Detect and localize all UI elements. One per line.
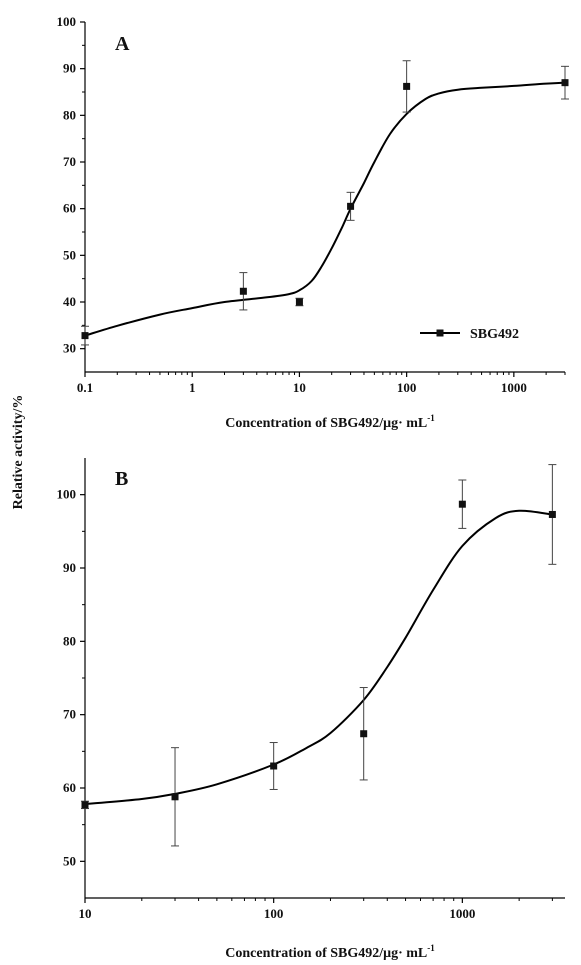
y-tick-label: 30 [63,341,76,356]
data-point [347,202,355,210]
y-tick-label: 90 [63,560,76,575]
x-tick-label: 1 [189,380,196,395]
y-tick-label: 60 [63,780,76,795]
y-tick-label: 50 [63,853,76,868]
data-point [561,79,569,87]
y-axis-label: Relative activity/% [11,395,26,510]
y-tick-label: 70 [63,154,76,169]
chart-panel-b: 50 60 70 80 90 100 10 100 1000 Concentration of S… [57,458,565,961]
x-tick-label: 100 [397,380,417,395]
data-point [548,510,556,518]
y-tick-label: 80 [63,107,76,122]
chart-panel-a: 30 40 50 60 70 80 90 100 0.1 1 10 100 1000 Concentrat… [57,14,569,431]
y-tick-label: 70 [63,707,76,722]
data-point [360,730,368,738]
panel-label: A [115,33,130,55]
x-tick-label: 1000 [449,906,475,921]
y-tick-label: 100 [57,487,77,502]
y-tick-label: 40 [63,294,76,309]
data-point [270,762,278,770]
x-axis-label-exponent: -1 [427,413,435,423]
y-tick-label: 50 [63,247,76,262]
panel-label: B [115,468,128,490]
y-tick-label: 90 [63,61,76,76]
x-axis-label: Concentration of SBG492/μg· mL-1 [225,413,435,431]
x-tick-label: 100 [264,906,284,921]
data-point [171,793,179,801]
fit-curve [84,81,566,337]
data-point [81,801,89,809]
y-tick-label: 80 [63,633,76,648]
data-point [81,332,89,340]
x-axis-label: Concentration of SBG492/μg· mL-1 [225,943,435,961]
x-tick-label: 10 [293,380,306,395]
legend-label: SBG492 [470,327,519,342]
legend-marker [436,329,444,337]
x-tick-label: 10 [79,906,92,921]
data-point [295,298,303,306]
data-point [458,500,466,508]
x-tick-label: 0.1 [77,380,93,395]
y-tick-label: 100 [57,14,77,29]
data-point [403,82,411,90]
y-tick-label: 60 [63,201,76,216]
x-axis-label-exponent: -1 [427,943,435,953]
fit-curve [84,509,553,806]
data-point [239,287,247,295]
x-tick-label: 1000 [501,380,527,395]
